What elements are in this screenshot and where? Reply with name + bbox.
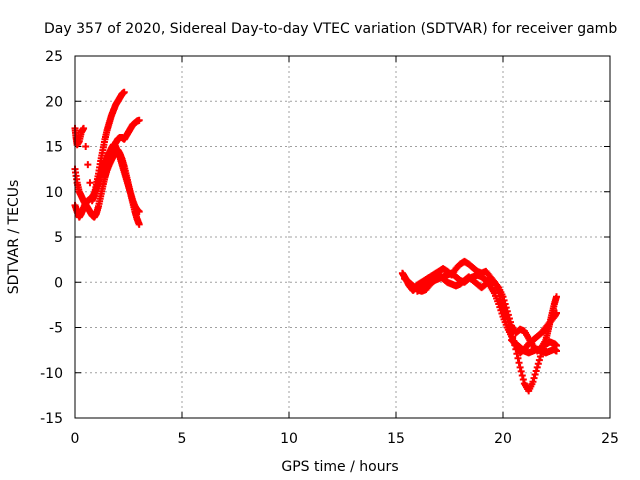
data-series (413, 271, 560, 355)
y-tick-label: -5 (49, 321, 63, 337)
data-point (553, 293, 560, 301)
data-point (532, 367, 540, 375)
data-series (71, 88, 128, 205)
y-tick-label: 15 (45, 140, 63, 156)
x-tick-label: 20 (494, 431, 512, 447)
data-point (535, 356, 543, 364)
y-tick-label: 25 (45, 49, 63, 65)
data-points (71, 88, 560, 395)
data-point (86, 179, 94, 187)
plot-frame (74, 55, 611, 419)
data-point (516, 363, 524, 371)
data-point (533, 363, 541, 371)
data-point (529, 378, 537, 386)
data-point (517, 367, 525, 375)
x-tick-label: 5 (178, 431, 187, 447)
data-point (503, 307, 511, 315)
data-point (499, 293, 507, 301)
y-tick-label: 10 (45, 185, 63, 201)
y-tick-label: 5 (54, 230, 63, 246)
data-point (515, 359, 523, 367)
y-tick-label: 20 (45, 94, 63, 110)
data-point (135, 116, 143, 124)
data-point (84, 161, 92, 169)
data-point (506, 318, 514, 326)
data-point (534, 360, 542, 368)
x-tick-label: 10 (280, 431, 298, 447)
data-point (518, 371, 526, 379)
data-point (514, 354, 522, 362)
tick-labels: 0 5 10 15 20 25 -15 -10 -5 0 5 10 15 20 25 (40, 49, 619, 447)
data-series (508, 336, 560, 357)
data-point (135, 208, 143, 216)
y-axis-label: SDTVAR / TECUs (6, 180, 22, 295)
x-axis-label: GPS time / hours (281, 459, 398, 475)
x-tick-label: 25 (601, 431, 619, 447)
data-point (80, 124, 88, 132)
data-point (553, 347, 560, 355)
data-point (536, 352, 544, 360)
data-point (519, 376, 527, 384)
y-tick-label: -15 (40, 411, 63, 427)
data-point (530, 374, 538, 382)
x-tick-label: 0 (71, 431, 80, 447)
data-point (135, 220, 143, 228)
grid (75, 56, 610, 418)
data-point (504, 311, 512, 319)
y-tick-label: 0 (54, 275, 63, 291)
chart-title: Day 357 of 2020, Sidereal Day-to-day VTE… (44, 21, 617, 37)
y-tick-label: -10 (40, 366, 63, 382)
data-point (502, 304, 510, 312)
data-point (82, 143, 90, 150)
data-point (500, 296, 508, 304)
data-series (110, 116, 143, 150)
data-point (505, 314, 513, 322)
x-tick-label: 15 (387, 431, 405, 447)
data-point (501, 300, 509, 308)
data-point (120, 88, 128, 96)
data-point (531, 371, 539, 379)
